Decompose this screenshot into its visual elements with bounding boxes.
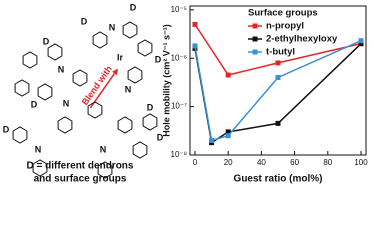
atom-label: D [3, 124, 10, 134]
ring [22, 51, 38, 69]
y-tick-label: 10⁻⁶ [171, 53, 187, 62]
caption-line: and surface groups [34, 174, 127, 185]
blend-label: Blend with [80, 64, 114, 107]
ring [127, 66, 143, 84]
ring [72, 69, 88, 87]
atom-label: Ir [117, 52, 124, 62]
x-tick-label: 100 [354, 158, 368, 167]
ring [132, 141, 148, 159]
series-line [194, 43, 362, 144]
atom-label: N [63, 98, 70, 108]
x-tick-label: 20 [224, 158, 233, 167]
atom-label: N [58, 64, 65, 74]
data-point [209, 137, 215, 143]
legend-marker [252, 23, 258, 29]
ring [32, 159, 48, 177]
y-axis-label: Hole mobility (cm² V⁻¹ s⁻¹) [161, 24, 171, 137]
x-axis-label: Guest ratio (mol%) [234, 174, 323, 185]
x-tick-label: 60 [290, 158, 299, 167]
atom-label: D [130, 2, 137, 12]
atom-label: N [100, 144, 107, 154]
atom-label: N [125, 84, 132, 94]
ring [12, 126, 28, 144]
data-point [225, 133, 231, 139]
ring [117, 116, 133, 134]
data-point [225, 72, 231, 78]
x-tick-label: 40 [257, 158, 266, 167]
figure: Ir N N N N N N D D D D D D D D Blend wit… [3, 2, 368, 185]
atom-label: D [81, 16, 88, 26]
molecule-scheme: Ir N N N N N N D D D D D D D D Blend wit… [3, 2, 164, 184]
data-point [275, 120, 281, 126]
plot-frame [189, 5, 367, 156]
caption-line: D = different dendrons [27, 161, 134, 172]
y-tick-label: 10⁻⁸ [171, 150, 188, 159]
legend-label: 2-ethylhexyloxy [266, 34, 338, 45]
ring [57, 116, 73, 134]
ring [37, 83, 53, 101]
x-tick-label: 80 [323, 158, 332, 167]
atom-label: D [147, 102, 154, 112]
ring [14, 79, 30, 97]
data-point [358, 41, 364, 47]
ring [122, 21, 138, 39]
ring [87, 101, 103, 119]
legend-label: t-butyl [266, 47, 295, 58]
atom-label: D [155, 54, 162, 64]
atom-label: D [43, 36, 50, 46]
x-tick-label: 0 [193, 158, 198, 167]
atom-label: D [157, 132, 164, 142]
ring [97, 161, 113, 179]
y-tick-label: 10⁻⁷ [171, 102, 187, 111]
page: Ir N N N N N N D D D D D D D D Blend wit… [2, 2, 369, 185]
atom-label: N [109, 22, 116, 32]
data-point [225, 129, 231, 135]
data-point [192, 43, 198, 49]
data-point [275, 74, 281, 80]
legend-marker [252, 49, 258, 55]
ring [137, 39, 153, 57]
data-point [358, 38, 364, 44]
data-point [192, 21, 198, 27]
data-point [275, 60, 281, 66]
atom-label: N [35, 144, 42, 154]
ring [92, 31, 108, 49]
atom-label: D [31, 99, 38, 109]
arrow-head [112, 68, 118, 76]
series-line [194, 23, 362, 76]
ring [47, 43, 63, 61]
legend-marker [252, 36, 258, 42]
blend-arrow: Blend with [80, 64, 118, 109]
legend-title: Surface groups [248, 8, 318, 19]
legend-label: n-propyl [266, 21, 304, 32]
y-tick-label: 10⁻⁵ [171, 5, 187, 14]
ring [142, 113, 158, 131]
